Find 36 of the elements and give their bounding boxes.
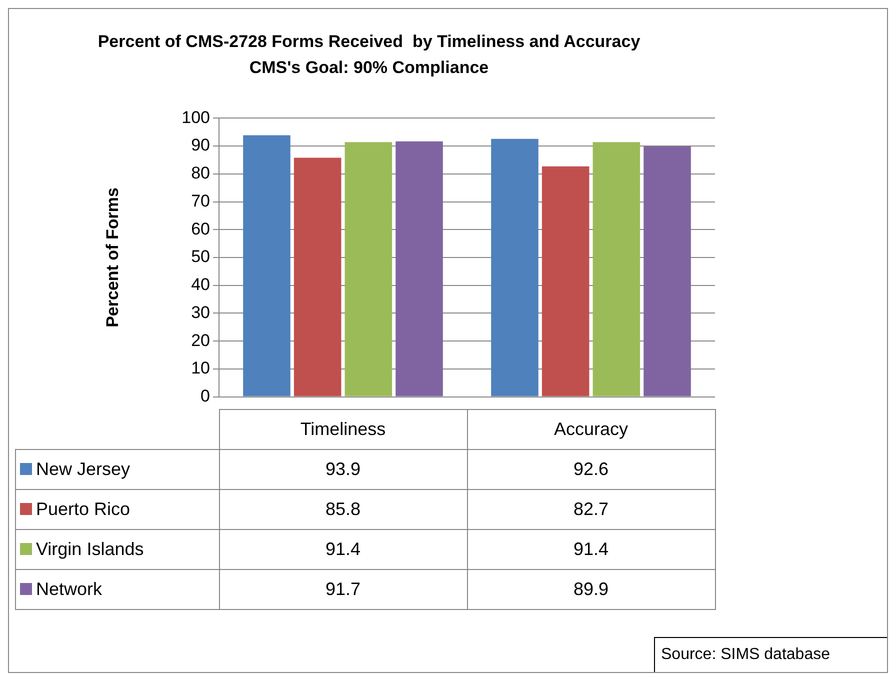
bar <box>592 142 640 396</box>
legend-label: Virgin Islands <box>16 530 219 570</box>
y-tick-label: 10 <box>191 358 210 378</box>
y-tick-label: 50 <box>191 247 210 266</box>
y-tick-label: 40 <box>191 275 210 294</box>
bar <box>491 138 538 396</box>
y-tick-label: 60 <box>191 219 210 238</box>
bar <box>294 158 342 396</box>
legend-label: Puerto Rico <box>16 490 219 530</box>
y-tick-label: 80 <box>191 164 210 183</box>
y-tick-label: 70 <box>191 191 210 210</box>
y-tick-label: 100 <box>182 108 210 127</box>
data-label: 91.7 <box>219 570 467 610</box>
data-label: 92.6 <box>467 450 715 490</box>
data-label: 85.8 <box>219 490 467 530</box>
data-label: 82.7 <box>467 490 715 530</box>
y-tick-label: 30 <box>191 302 210 322</box>
source-note: Source: SIMS database <box>654 637 887 672</box>
y-tick-label: 0 <box>200 386 210 406</box>
data-label: 91.4 <box>467 530 715 570</box>
bar <box>542 166 590 396</box>
bar <box>344 142 392 396</box>
chart-title: Percent of CMS-2728 Forms Received by Timeliness and Accuracy CMS's Goal: 90% Compliance <box>96 31 642 79</box>
legend-label: New Jersey <box>16 450 219 490</box>
legend-label: Network <box>16 570 219 610</box>
bar <box>243 135 290 396</box>
x-tick-label: Timeliness <box>219 410 467 450</box>
y-axis-title: Percent of Forms <box>102 188 122 328</box>
data-label: 91.4 <box>219 530 467 570</box>
x-tick-label: Accuracy <box>467 410 715 450</box>
bar <box>644 146 691 396</box>
bar <box>396 141 443 396</box>
y-tick-label: 90 <box>191 136 210 155</box>
y-tick-label: 20 <box>191 330 210 350</box>
data-label: 93.9 <box>219 450 467 490</box>
data-label: 89.9 <box>467 570 715 610</box>
